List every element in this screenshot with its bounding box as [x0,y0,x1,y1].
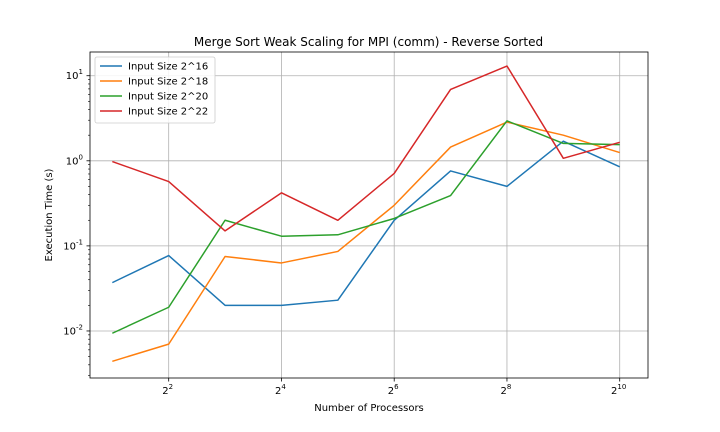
y-tick-label: 100 [66,153,83,167]
chart-title: Merge Sort Weak Scaling for MPI (comm) -… [194,35,543,49]
x-tick-label: 24 [275,383,286,397]
series-line [112,65,620,232]
y-tick-label: 101 [66,68,83,82]
x-tick-label: 210 [611,383,626,397]
y-tick-label: 10-2 [63,323,83,337]
legend-label: Input Size 2^18 [128,77,208,88]
ticks: 22 24 26 28 210 10-2 10-1 100 101 [63,68,626,397]
legend-label: Input Size 2^16 [128,62,208,73]
legend-box [94,56,216,124]
x-tick-label: 28 [501,383,512,397]
legend: Input Size 2^16 Input Size 2^18 Input Size… [94,56,216,124]
legend-label: Input Size 2^20 [128,92,208,103]
x-axis-label: Number of Processors [314,403,424,414]
x-tick-label: 26 [388,383,399,397]
plot-frame [89,51,649,379]
legend-label: Input Size 2^22 [128,107,208,118]
series-line [112,120,620,334]
y-tick-label: 10-1 [63,238,83,252]
series-line [111,140,621,307]
x-tick-label: 22 [162,383,173,397]
series-line [112,121,620,363]
grid [90,52,648,378]
y-axis-label: Execution Time (s) [44,168,55,261]
series-layer [111,65,621,363]
